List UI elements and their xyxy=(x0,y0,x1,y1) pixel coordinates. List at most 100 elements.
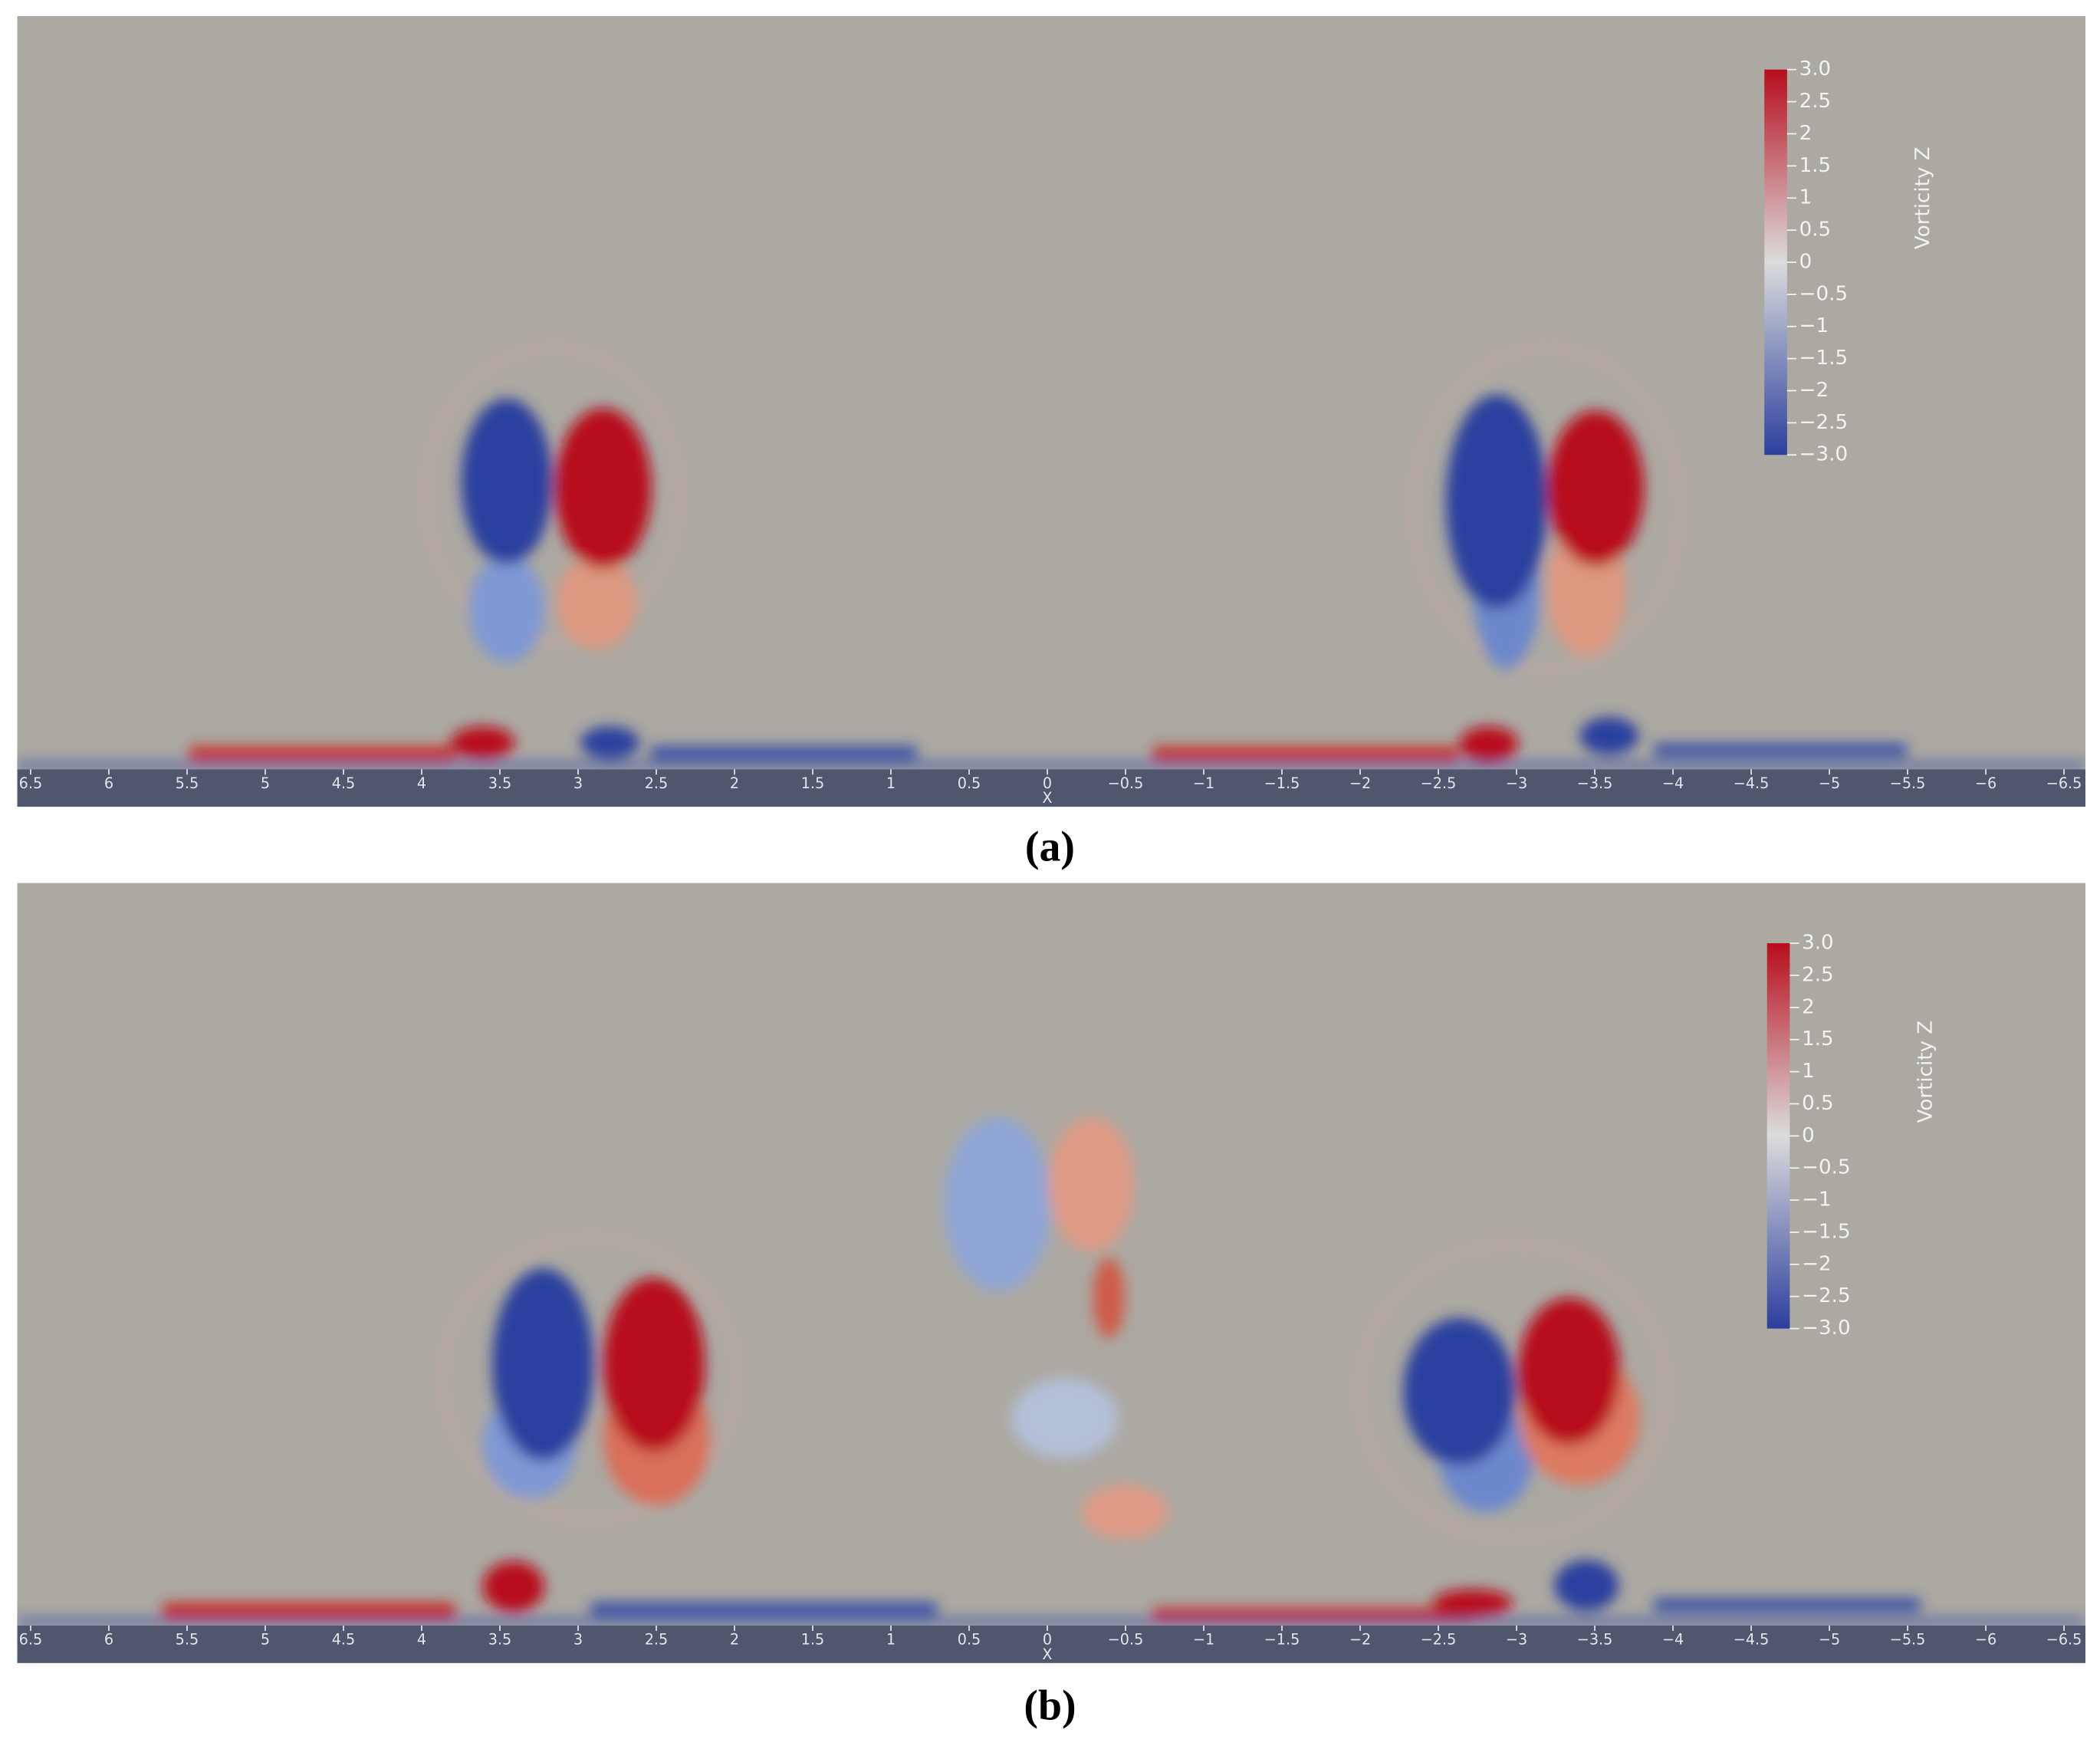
colorbar-tick-label: 0 xyxy=(1799,250,1812,273)
x-tick-label: −3 xyxy=(1506,1631,1527,1649)
vortex-blue xyxy=(491,1268,594,1462)
halo xyxy=(439,1233,741,1523)
x-tick-label: −3.5 xyxy=(1577,1631,1613,1649)
colorbar-tick-label: 2 xyxy=(1802,995,1815,1018)
vortex-red xyxy=(1048,1116,1135,1251)
x-tick-label: −5.5 xyxy=(1890,774,1926,792)
vortex-red xyxy=(1432,1589,1513,1616)
x-tick-label: 0.5 xyxy=(958,1631,981,1649)
vortex-red xyxy=(1518,1297,1620,1445)
x-tick-label: 6.5 xyxy=(19,1631,43,1649)
x-tick-label: −6 xyxy=(1975,774,1996,792)
x-tick-label: 5.5 xyxy=(176,774,199,792)
vortex-red xyxy=(554,408,652,569)
panel-label: (b) xyxy=(1024,1682,1076,1730)
colorbar-tick-label: −1.5 xyxy=(1799,347,1849,370)
x-tick-label: 3.5 xyxy=(488,774,512,792)
x-tick-label: −1.5 xyxy=(1264,774,1300,792)
x-tick-label: −2 xyxy=(1349,774,1371,792)
vortex-red xyxy=(1082,1485,1168,1539)
x-tick-label: −4.5 xyxy=(1734,774,1770,792)
x-tick-label: 1 xyxy=(886,774,896,792)
colorbar-tick-label: −3.0 xyxy=(1802,1317,1851,1340)
vortex-blue xyxy=(1011,1378,1119,1458)
x-tick-label: −1 xyxy=(1193,1631,1214,1649)
colorbar-tick-label: −2.5 xyxy=(1799,411,1849,434)
x-tick-label: 3 xyxy=(573,774,583,792)
panel-label: (a) xyxy=(1025,824,1075,871)
x-tick-label: 6.5 xyxy=(19,774,43,792)
vortex-blue xyxy=(580,726,639,759)
wall-layer xyxy=(17,1619,2085,1625)
colorbar-tick-label: 2.5 xyxy=(1802,963,1834,986)
x-tick-label: −5.5 xyxy=(1890,1631,1926,1649)
field-background xyxy=(17,883,2085,1626)
x-tick-label: −0.5 xyxy=(1108,1631,1144,1649)
colorbar-tick-label: 2 xyxy=(1799,122,1812,145)
vortex-red xyxy=(482,1561,544,1613)
colorbar-tick-label: −1.5 xyxy=(1802,1220,1851,1243)
colorbar-tick-label: 1 xyxy=(1802,1060,1815,1083)
axis-bar xyxy=(17,769,2085,807)
x-tick-label: −5 xyxy=(1819,1631,1840,1649)
vorticity-field xyxy=(17,344,2085,768)
halo xyxy=(421,344,684,646)
vortex-blue xyxy=(1554,1560,1619,1611)
x-tick-label: −2.5 xyxy=(1421,1631,1457,1649)
x-tick-label: −2 xyxy=(1349,1631,1371,1649)
vortex-red xyxy=(1093,1258,1126,1338)
x-tick-label: 6 xyxy=(104,774,113,792)
x-tick-label: 0 xyxy=(1043,1631,1052,1649)
vortex-red xyxy=(1459,726,1519,761)
shear-layer xyxy=(590,1603,938,1616)
x-tick-label: 5 xyxy=(261,774,270,792)
halo xyxy=(1408,344,1684,673)
colorbar xyxy=(1764,69,1787,455)
vortex-blue xyxy=(1579,717,1639,755)
vortices xyxy=(17,1116,2085,1625)
x-tick-label: 4.5 xyxy=(332,1631,356,1649)
x-tick-label: 0.5 xyxy=(958,774,981,792)
x-tick-label: −5 xyxy=(1819,774,1840,792)
shear-layer xyxy=(1653,1599,1921,1611)
colorbar-tick-label: −2 xyxy=(1802,1252,1832,1275)
x-tick-label: 1.5 xyxy=(801,774,825,792)
x-tick-label: 3 xyxy=(573,1631,583,1649)
colorbar-tick-label: −2.5 xyxy=(1802,1284,1851,1307)
colorbar-tick-label: 1 xyxy=(1799,186,1812,209)
vorticity-field xyxy=(17,1116,2085,1625)
colorbar-tick-label: 3.0 xyxy=(1799,58,1832,81)
colorbar-tick-label: −1 xyxy=(1799,314,1829,337)
shear-layer xyxy=(161,1603,456,1618)
field-background xyxy=(17,15,2085,770)
x-tick-label: 2.5 xyxy=(645,774,669,792)
colorbar-tick-label: 2.5 xyxy=(1799,90,1832,113)
x-tick-label: 1.5 xyxy=(801,1631,825,1649)
x-axis-label: X xyxy=(1042,789,1052,807)
vortex-blue xyxy=(469,555,544,663)
x-tick-label: 2 xyxy=(730,774,739,792)
colorbar-tick-label: −3.0 xyxy=(1799,443,1849,466)
x-tick-label: 4.5 xyxy=(332,774,356,792)
colorbar-tick-label: −1 xyxy=(1802,1189,1832,1212)
x-tick-label: −3.5 xyxy=(1577,774,1613,792)
colorbar-tick-label: 0.5 xyxy=(1799,219,1832,242)
x-tick-label: 2 xyxy=(730,1631,739,1649)
x-tick-label: −4 xyxy=(1662,774,1684,792)
colorbar-tick-label: 0.5 xyxy=(1802,1092,1834,1115)
x-tick-label: 2.5 xyxy=(645,1631,669,1649)
vortex-red xyxy=(1547,410,1645,567)
x-tick-label: −3 xyxy=(1506,774,1527,792)
x-tick-label: 5 xyxy=(261,1631,270,1649)
x-tick-label: −6.5 xyxy=(2046,1631,2082,1649)
colorbar-tick-label: 3.0 xyxy=(1802,932,1834,955)
halo xyxy=(1355,1240,1671,1543)
shear-layer xyxy=(1653,744,1908,756)
x-tick-label: 0 xyxy=(1043,774,1052,792)
colorbar-title: Vorticity Z xyxy=(1914,1021,1937,1123)
x-tick-label: −2.5 xyxy=(1421,774,1457,792)
vortex-red xyxy=(450,726,515,759)
x-tick-label: −1 xyxy=(1193,774,1214,792)
